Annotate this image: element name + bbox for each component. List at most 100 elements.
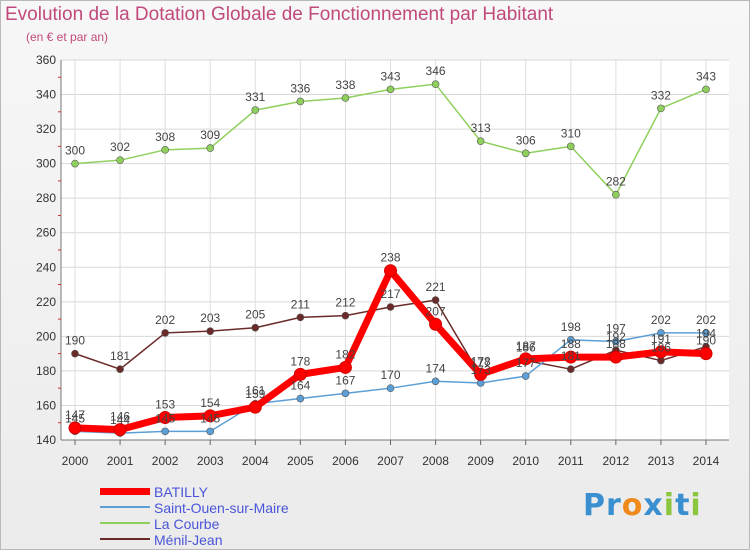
x-tick-label: 2007 [377, 454, 404, 468]
data-point [612, 337, 620, 346]
x-tick-label: 2005 [287, 454, 314, 468]
data-point [161, 427, 169, 436]
data-point [161, 146, 169, 154]
x-tick-label: 2002 [152, 454, 179, 468]
logo-letter: P [583, 488, 606, 523]
data-label: 198 [561, 320, 581, 334]
plot-area [61, 60, 729, 440]
proxiti-logo: Proxiti [583, 488, 702, 523]
data-label: 177 [516, 356, 536, 370]
data-point [341, 389, 350, 398]
chart-title: Evolution de la Dotation Globale de Fonc… [5, 4, 554, 25]
data-label: 313 [471, 121, 491, 135]
data-label: 182 [335, 347, 355, 361]
y-tick-label: 200 [36, 329, 56, 343]
data-label: 343 [380, 69, 400, 83]
data-point [566, 365, 575, 373]
data-point [654, 345, 668, 359]
data-label: 144 [110, 413, 130, 427]
data-label: 145 [65, 411, 85, 425]
data-point [338, 360, 352, 374]
data-label: 302 [110, 140, 130, 154]
data-point [431, 80, 440, 88]
data-label: 164 [290, 379, 310, 393]
data-point [71, 349, 79, 358]
chart-subtitle: (en € et par an) [26, 30, 109, 44]
data-label: 308 [155, 130, 175, 144]
data-label: 167 [335, 373, 355, 387]
data-label: 192 [606, 330, 626, 344]
data-point [702, 85, 710, 94]
data-label: 221 [426, 280, 446, 294]
data-label: 170 [380, 368, 400, 382]
data-label: 343 [696, 69, 716, 83]
y-tick-label: 160 [36, 398, 56, 412]
x-tick-label: 2009 [467, 454, 494, 468]
data-point [699, 347, 713, 361]
y-tick-label: 260 [36, 226, 56, 240]
data-label: 159 [245, 387, 265, 401]
legend-swatch [100, 522, 150, 524]
data-label: 203 [200, 311, 220, 325]
data-point [116, 156, 124, 164]
legend-swatch [100, 538, 150, 540]
data-point [612, 190, 620, 199]
data-point [296, 313, 305, 322]
data-point [566, 336, 575, 344]
data-label: 191 [651, 332, 671, 346]
data-point [521, 149, 530, 158]
data-point [431, 377, 440, 386]
data-label: 202 [155, 313, 175, 327]
legend-swatch [100, 506, 150, 508]
data-point [116, 365, 124, 373]
data-point [296, 394, 305, 403]
data-label: 309 [200, 128, 220, 142]
data-point [341, 311, 350, 320]
logo-letter: t [675, 488, 691, 523]
data-label: 205 [245, 308, 265, 322]
legend-swatch [100, 488, 150, 495]
data-label: 178 [290, 354, 310, 368]
data-label: 145 [155, 411, 175, 425]
logo-letter: x [643, 488, 664, 523]
data-label: 181 [561, 349, 581, 363]
data-point [293, 367, 307, 381]
data-label: 178 [471, 354, 491, 368]
data-label: 212 [335, 296, 355, 310]
logo-letter: o [621, 488, 644, 523]
logo-letter: r [606, 488, 622, 523]
data-point [296, 97, 305, 106]
data-label: 202 [651, 313, 671, 327]
data-point [384, 264, 397, 278]
data-point [341, 94, 350, 102]
data-point [657, 104, 665, 113]
data-point [657, 329, 665, 337]
data-point [203, 409, 217, 423]
x-tick-label: 2014 [693, 454, 720, 468]
data-point [206, 144, 215, 152]
data-label: 332 [651, 88, 671, 102]
y-tick-label: 240 [36, 260, 56, 274]
x-tick-label: 2011 [558, 454, 584, 468]
data-label: 154 [200, 396, 220, 410]
data-point [474, 367, 488, 381]
data-point [248, 400, 262, 414]
data-label: 217 [380, 287, 400, 301]
data-point [564, 350, 578, 364]
logo-letter: i [663, 488, 676, 523]
data-point [113, 423, 127, 437]
data-label: 331 [245, 90, 265, 104]
legend-label: La Courbe [154, 516, 220, 532]
y-tick-label: 140 [36, 433, 56, 447]
y-tick-label: 360 [36, 53, 56, 67]
data-label: 336 [290, 81, 310, 95]
data-label: 153 [155, 398, 175, 412]
data-label: 300 [65, 144, 85, 158]
data-point [566, 142, 575, 151]
x-tick-label: 2010 [512, 454, 539, 468]
x-tick-label: 2003 [197, 454, 224, 468]
data-label: 190 [65, 334, 85, 348]
data-label: 147 [65, 408, 85, 422]
legend-label: BATILLY [154, 484, 208, 500]
logo-letter: i [690, 488, 702, 523]
